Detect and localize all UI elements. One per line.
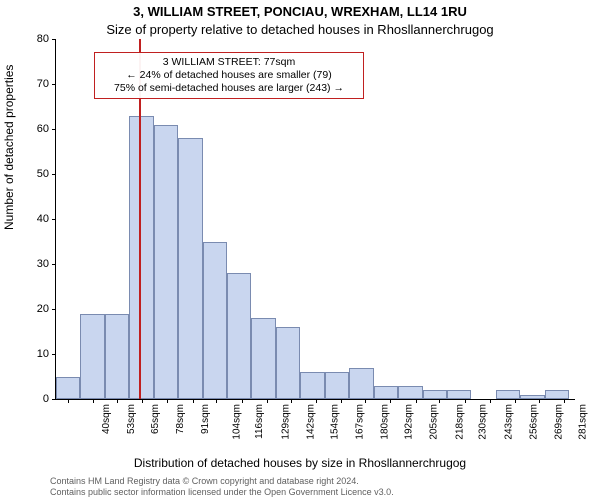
histogram-bar xyxy=(325,372,349,399)
xtick-label: 65sqm xyxy=(150,404,161,434)
xtick-mark xyxy=(564,399,565,403)
histogram-bar xyxy=(129,116,153,400)
xtick-label: 205sqm xyxy=(429,404,440,440)
histogram-bar xyxy=(423,390,447,399)
xtick-label: 269sqm xyxy=(554,404,565,440)
title-line-1: 3, WILLIAM STREET, PONCIAU, WREXHAM, LL1… xyxy=(0,4,600,19)
footer-line-1: Contains HM Land Registry data © Crown c… xyxy=(50,476,590,487)
xtick-mark xyxy=(267,399,268,403)
xtick-label: 154sqm xyxy=(329,404,340,440)
xtick-mark xyxy=(341,399,342,403)
ytick-label: 50 xyxy=(37,168,56,180)
xtick-mark xyxy=(490,399,491,403)
xtick-mark xyxy=(539,399,540,403)
xtick-label: 53sqm xyxy=(126,404,137,434)
ytick-label: 40 xyxy=(37,213,56,225)
histogram-bar xyxy=(349,368,373,400)
y-axis-label: Number of detached properties xyxy=(2,65,16,230)
ytick-label: 70 xyxy=(37,78,56,90)
x-axis-label: Distribution of detached houses by size … xyxy=(0,456,600,470)
xtick-label: 78sqm xyxy=(175,404,186,434)
xtick-label: 192sqm xyxy=(403,404,414,440)
histogram-bar xyxy=(496,390,520,399)
ytick-label: 20 xyxy=(37,303,56,315)
xtick-mark xyxy=(390,399,391,403)
xtick-mark xyxy=(242,399,243,403)
histogram-bar xyxy=(154,125,178,400)
histogram-bar xyxy=(447,390,471,399)
histogram-bar xyxy=(398,386,422,400)
annotation-line-0: 3 WILLIAM STREET: 77sqm xyxy=(101,56,357,69)
xtick-mark xyxy=(193,399,194,403)
xtick-mark xyxy=(316,399,317,403)
histogram-bar xyxy=(300,372,324,399)
xtick-label: 116sqm xyxy=(254,404,265,439)
histogram-bar xyxy=(56,377,80,400)
histogram-bar xyxy=(251,318,275,399)
xtick-mark xyxy=(117,399,118,403)
xtick-label: 281sqm xyxy=(577,404,588,440)
xtick-mark xyxy=(142,399,143,403)
xtick-mark xyxy=(167,399,168,403)
histogram-bar xyxy=(520,395,544,400)
xtick-label: 40sqm xyxy=(101,404,112,434)
histogram-bar xyxy=(178,138,202,399)
histogram-bar xyxy=(80,314,104,400)
attribution-footer: Contains HM Land Registry data © Crown c… xyxy=(50,476,590,498)
xtick-mark xyxy=(515,399,516,403)
xtick-mark xyxy=(439,399,440,403)
histogram-bar xyxy=(227,273,251,399)
xtick-label: 243sqm xyxy=(503,404,514,440)
footer-line-2: Contains public sector information licen… xyxy=(50,487,590,498)
xtick-label: 256sqm xyxy=(529,404,540,440)
ytick-label: 10 xyxy=(37,348,56,360)
ytick-label: 80 xyxy=(37,33,56,45)
chart-plot-area: 0102030405060708040sqm53sqm65sqm78sqm91s… xyxy=(55,40,575,400)
ytick-label: 60 xyxy=(37,123,56,135)
histogram-bar xyxy=(203,242,227,400)
annotation-line-1: ← 24% of detached houses are smaller (79… xyxy=(101,69,357,82)
title-line-2: Size of property relative to detached ho… xyxy=(0,22,600,37)
xtick-mark xyxy=(93,399,94,403)
annotation-line-2: 75% of semi-detached houses are larger (… xyxy=(101,82,357,95)
xtick-label: 104sqm xyxy=(231,404,242,440)
xtick-mark xyxy=(365,399,366,403)
xtick-mark xyxy=(216,399,217,403)
ytick-label: 0 xyxy=(43,393,56,405)
xtick-label: 180sqm xyxy=(380,404,391,440)
xtick-mark xyxy=(291,399,292,403)
xtick-label: 142sqm xyxy=(306,404,317,440)
xtick-mark xyxy=(416,399,417,403)
xtick-mark xyxy=(68,399,69,403)
histogram-bar xyxy=(545,390,569,399)
histogram-bar xyxy=(276,327,300,399)
ytick-label: 30 xyxy=(37,258,56,270)
xtick-label: 230sqm xyxy=(478,404,489,440)
histogram-bar xyxy=(374,386,398,400)
xtick-mark xyxy=(465,399,466,403)
annotation-box: 3 WILLIAM STREET: 77sqm← 24% of detached… xyxy=(94,52,364,99)
xtick-label: 218sqm xyxy=(454,404,465,440)
xtick-label: 91sqm xyxy=(200,404,211,434)
histogram-bar xyxy=(105,314,129,400)
xtick-label: 167sqm xyxy=(355,404,366,440)
xtick-label: 129sqm xyxy=(280,404,291,440)
